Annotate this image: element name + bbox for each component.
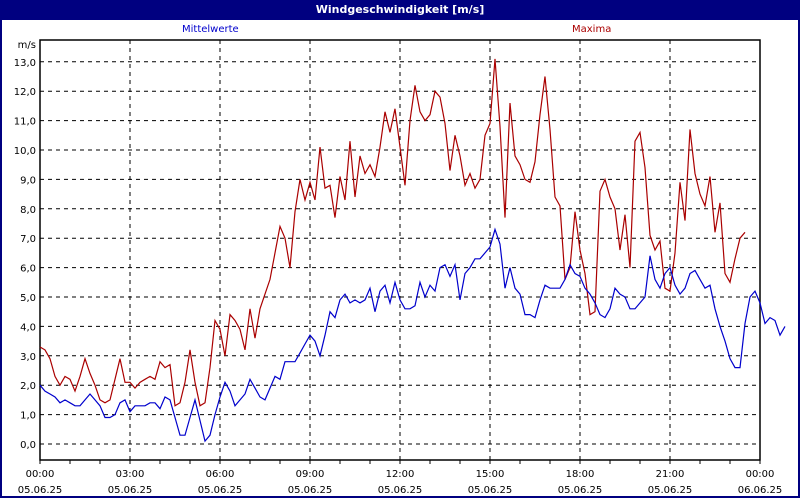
y-axis-unit: m/s — [18, 40, 36, 51]
y-tick-label: 9,0 — [20, 175, 36, 186]
x-tick-date: 05.06.25 — [378, 485, 423, 496]
series-maxima — [39, 58, 746, 407]
y-tick-label: 8,0 — [20, 205, 36, 216]
x-tick-date: 05.06.25 — [558, 485, 603, 496]
y-tick-label: 5,0 — [20, 293, 36, 304]
x-tick-time: 12:00 — [386, 469, 415, 480]
y-tick-label: 12,0 — [14, 87, 36, 98]
x-tick-time: 06:00 — [206, 469, 235, 480]
chart-title: Windgeschwindigkeit [m/s] — [0, 0, 800, 20]
y-tick-label: 3,0 — [20, 352, 36, 363]
y-tick-label: 13,0 — [14, 58, 36, 69]
legend-mittelwerte: Mittelwerte — [182, 24, 239, 35]
x-tick-date: 05.06.25 — [18, 485, 63, 496]
plot-area — [39, 39, 761, 461]
x-tick-date: 05.06.25 — [648, 485, 693, 496]
y-tick-label: 1,0 — [20, 411, 36, 422]
x-tick-time: 00:00 — [26, 469, 55, 480]
y-tick-label: 7,0 — [20, 234, 36, 245]
x-tick-time: 18:00 — [566, 469, 595, 480]
legend-maxima: Maxima — [572, 24, 612, 35]
x-tick-time: 21:00 — [656, 469, 685, 480]
series-mittelwerte — [39, 227, 786, 443]
y-tick-label: 11,0 — [14, 117, 36, 128]
x-tick-date: 06.06.25 — [738, 485, 783, 496]
y-tick-label: 0,0 — [20, 440, 36, 451]
y-tick-label: 6,0 — [20, 264, 36, 275]
x-tick-time: 03:00 — [116, 469, 145, 480]
y-tick-label: 2,0 — [20, 381, 36, 392]
x-tick-date: 05.06.25 — [108, 485, 153, 496]
x-tick-time: 00:00 — [746, 469, 775, 480]
x-tick-time: 09:00 — [296, 469, 325, 480]
y-tick-label: 4,0 — [20, 322, 36, 333]
x-tick-date: 05.06.25 — [288, 485, 333, 496]
x-tick-date: 05.06.25 — [468, 485, 513, 496]
y-tick-label: 10,0 — [14, 146, 36, 157]
x-tick-time: 15:00 — [476, 469, 505, 480]
x-tick-date: 05.06.25 — [198, 485, 243, 496]
